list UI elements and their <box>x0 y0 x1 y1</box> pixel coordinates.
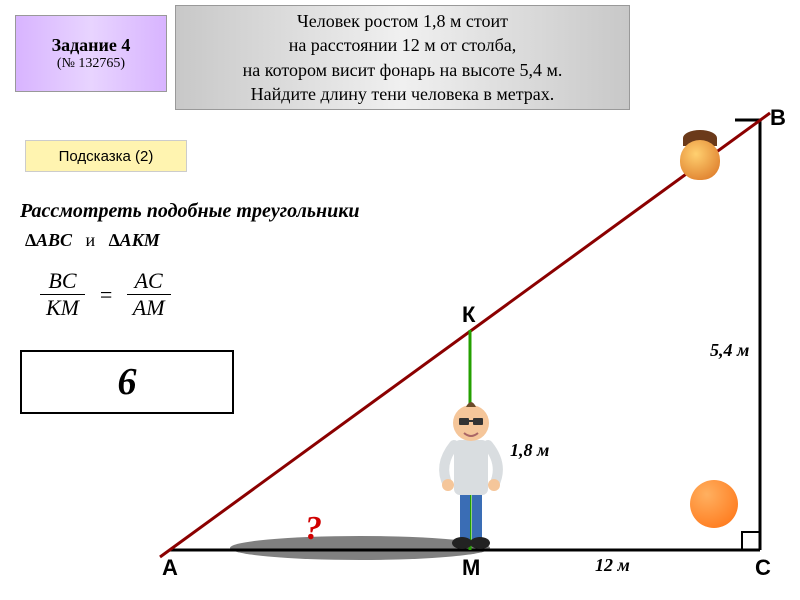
left-numerator: BC <box>40 268 85 295</box>
problem-statement: Человек ростом 1,8 м стоит на расстоянии… <box>175 5 630 110</box>
right-numerator: AC <box>127 268 171 295</box>
instruction-text: Рассмотреть подобные треугольники <box>20 200 359 223</box>
dim-distance: 12 м <box>595 555 630 576</box>
task-box: Задание 4 (№ 132765) <box>15 15 167 92</box>
equals-sign: = <box>90 282 121 307</box>
point-K: К <box>462 302 475 328</box>
lamp-icon <box>680 140 720 180</box>
right-denominator: AM <box>127 295 171 321</box>
fraction-left: BC КМ <box>40 268 85 321</box>
proportion-equation: BC КМ = AC AM <box>40 268 171 321</box>
hint-label: Подсказка (2) <box>59 148 154 165</box>
point-B: B <box>770 105 786 131</box>
triangle-2: ∆AKM <box>109 230 160 250</box>
point-M: М <box>462 555 480 581</box>
task-number: (№ 132765) <box>57 56 125 72</box>
right-angle-C <box>742 532 760 550</box>
triangle-1: ∆ABC <box>25 230 72 250</box>
triangle-labels: ∆ABC и ∆AKM <box>25 230 160 251</box>
conj: и <box>86 230 96 250</box>
person-icon <box>430 385 510 550</box>
point-A: А <box>162 555 178 581</box>
fraction-right: AC AM <box>127 268 171 321</box>
problem-text: Человек ростом 1,8 м стоит на расстоянии… <box>243 9 563 106</box>
dim-person: 1,8 м <box>510 440 549 461</box>
dim-pole: 5,4 м <box>710 340 749 361</box>
answer-value: 6 <box>118 360 137 404</box>
answer-box: 6 <box>20 350 234 414</box>
sun-icon <box>690 480 738 528</box>
point-C: C <box>755 555 771 581</box>
left-denominator: КМ <box>40 295 85 321</box>
task-title: Задание 4 <box>52 35 131 56</box>
unknown-mark: ? <box>305 510 322 548</box>
hint-button[interactable]: Подсказка (2) <box>25 140 187 172</box>
